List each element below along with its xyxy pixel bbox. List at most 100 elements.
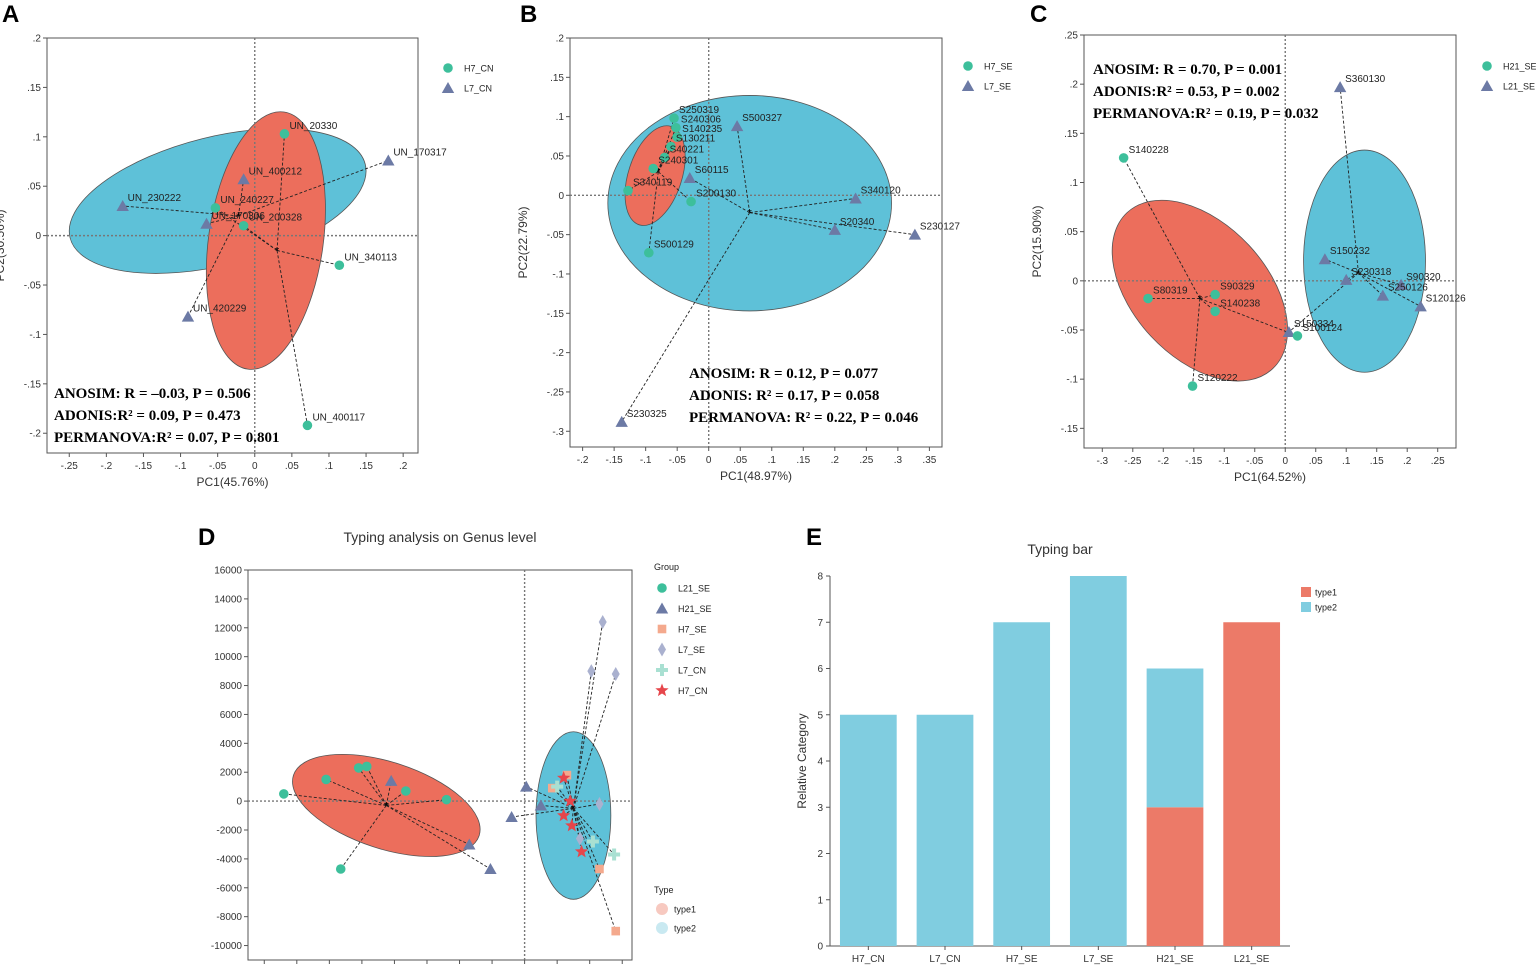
stats-line: PERMANOVA:R² = 0.07, P = 0.801 bbox=[54, 430, 279, 446]
centroid-mark: * bbox=[748, 208, 753, 220]
point-h7-cn bbox=[238, 220, 249, 231]
point-l7-se bbox=[575, 831, 584, 846]
stats-line: ANOSIM: R = 0.70, P = 0.001 bbox=[1093, 62, 1282, 78]
point-label: S150232 bbox=[1330, 246, 1370, 257]
point-h21-se bbox=[534, 799, 548, 811]
legend-label: L7_CN bbox=[464, 84, 492, 94]
spider-line bbox=[571, 808, 574, 826]
x-tick-label: -.15 bbox=[1185, 456, 1203, 467]
y-axis-label: PC2(30.56%) bbox=[0, 209, 7, 281]
point-label: S40221 bbox=[670, 145, 705, 156]
bar-type1 bbox=[1223, 622, 1281, 946]
point-h7-cn bbox=[574, 844, 589, 858]
y-tick-label: 0 bbox=[817, 942, 823, 953]
legend-label: H7_CN bbox=[678, 686, 708, 696]
y-tick-label: -.15 bbox=[547, 309, 565, 320]
x-tick-label: -.2 bbox=[577, 455, 589, 466]
centroid-mark: * bbox=[275, 245, 280, 257]
point-h7-se bbox=[644, 247, 654, 258]
point-label: S230127 bbox=[920, 222, 960, 233]
point-l7-cn bbox=[200, 217, 213, 229]
point-h7-se bbox=[562, 770, 572, 780]
stats-line: ANOSIM: R = –0.03, P = 0.506 bbox=[54, 386, 251, 402]
confidence-ellipse-l21_se bbox=[1303, 149, 1426, 373]
spider-line bbox=[325, 779, 387, 806]
point-h21-se bbox=[484, 863, 497, 874]
spider-line bbox=[627, 171, 659, 191]
y-tick-label: .05 bbox=[27, 182, 41, 193]
point-l7-se bbox=[595, 797, 604, 811]
point-label: S150334 bbox=[1294, 319, 1334, 330]
y-tick-label: 6 bbox=[817, 664, 823, 675]
centroid-mark: * bbox=[1198, 294, 1203, 306]
spider-line bbox=[621, 212, 751, 423]
x-tick-label: .1 bbox=[325, 461, 334, 472]
point-l7-cn bbox=[551, 780, 564, 793]
x-tick-label: L7_SE bbox=[1083, 954, 1113, 965]
point-l21-se bbox=[353, 763, 364, 773]
y-tick-label: .1 bbox=[1070, 178, 1079, 189]
stats-line: PERMANOVA:R² = 0.19, P = 0.032 bbox=[1093, 106, 1318, 122]
centroid-mark: * bbox=[384, 800, 389, 812]
x-tick-label: .2 bbox=[1403, 456, 1412, 467]
x-tick-label: 0 bbox=[706, 455, 712, 466]
legend-marker-l21-se bbox=[657, 583, 667, 593]
y-tick-label: -.2 bbox=[552, 348, 564, 359]
point-l21-se bbox=[361, 761, 372, 772]
x-tick-label: -.3 bbox=[1096, 456, 1108, 467]
plot-frame bbox=[247, 569, 633, 961]
legend-marker-h7-se bbox=[657, 624, 667, 634]
point-label: UN_170317 bbox=[393, 148, 447, 159]
spider-line bbox=[556, 786, 574, 809]
point-label: S500129 bbox=[654, 240, 694, 251]
point-label: UN_420229 bbox=[193, 304, 247, 315]
y-tick-label: 2 bbox=[817, 849, 823, 860]
point-l7-se bbox=[908, 228, 922, 240]
x-tick-label: .3 bbox=[894, 455, 903, 466]
spider-line bbox=[573, 803, 600, 809]
y-tick-label: 0 bbox=[35, 231, 41, 242]
panel-letter: D bbox=[198, 524, 215, 551]
point-label: S120222 bbox=[1198, 373, 1238, 384]
point-l7-cn bbox=[237, 173, 250, 185]
spider-line bbox=[1358, 272, 1402, 286]
y-tick-label: -.15 bbox=[24, 379, 42, 390]
legend-swatch bbox=[1301, 587, 1311, 597]
legend-marker-h7-se bbox=[963, 61, 973, 71]
plot-frame bbox=[1083, 34, 1457, 449]
x-tick-label: H7_SE bbox=[1006, 954, 1038, 965]
point-l21-se bbox=[1318, 253, 1332, 265]
y-tick-label: -.25 bbox=[547, 387, 565, 398]
point-label: S140238 bbox=[1220, 298, 1260, 309]
y-tick-label: 8000 bbox=[220, 681, 243, 692]
point-label: S230325 bbox=[627, 409, 667, 420]
point-l21-se bbox=[1414, 300, 1427, 312]
type-legend-swatch bbox=[656, 922, 668, 934]
centroid-mark: * bbox=[656, 167, 661, 179]
point-l7-cn bbox=[382, 154, 395, 166]
legend-label: L7_SE bbox=[984, 82, 1011, 92]
panel-d: D**-16000-14000-12000-10000-8000-6000-40… bbox=[198, 524, 712, 964]
y-tick-label: .15 bbox=[1064, 129, 1078, 140]
spider-line bbox=[1339, 87, 1359, 274]
x-tick-label: .05 bbox=[285, 461, 299, 472]
point-h7-se bbox=[648, 163, 659, 174]
point-h7-se bbox=[666, 141, 676, 152]
x-tick-label: .15 bbox=[359, 461, 373, 472]
plot-frame bbox=[569, 37, 943, 448]
point-l21-se bbox=[1394, 278, 1408, 290]
point-label: S240301 bbox=[658, 156, 698, 167]
y-tick-label: -.15 bbox=[1061, 424, 1079, 435]
point-l7-se bbox=[615, 415, 628, 427]
spider-line bbox=[572, 673, 617, 809]
y-tick-label: 0 bbox=[1072, 276, 1078, 287]
spider-line bbox=[358, 767, 387, 806]
point-label: UN_400117 bbox=[312, 412, 365, 423]
type-legend-title: Type bbox=[654, 885, 674, 895]
y-tick-label: 0 bbox=[236, 797, 242, 808]
centroid-mark: * bbox=[571, 803, 576, 815]
point-label: S240306 bbox=[681, 115, 721, 126]
confidence-ellipse-h21_se bbox=[1111, 199, 1288, 382]
